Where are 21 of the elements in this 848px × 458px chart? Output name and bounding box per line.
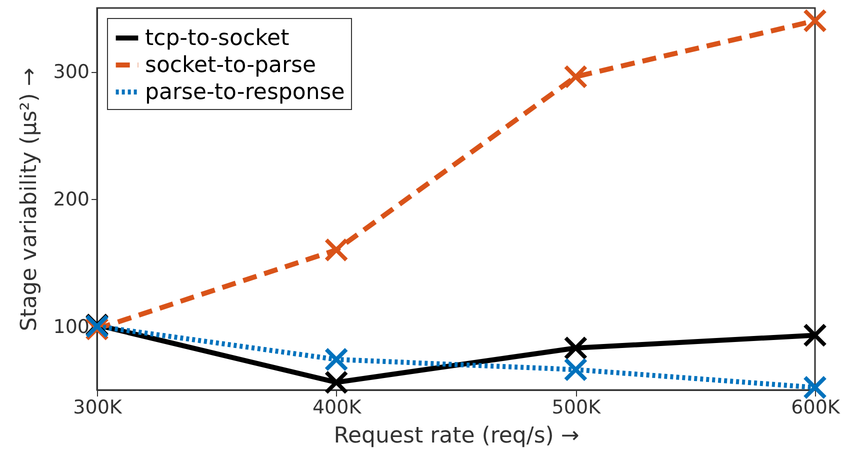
point: [564, 358, 588, 382]
point: [324, 347, 348, 372]
y-tick-label: 300: [53, 61, 90, 84]
y-tick-label: 200: [53, 188, 90, 210]
legend-label: socket-to-parse: [145, 53, 316, 78]
y-axis-title: Stage variability (μs²) →: [17, 68, 42, 332]
legend-label: parse-to-response: [145, 80, 345, 105]
y-tick-label: 100: [53, 316, 90, 338]
x-tick-label: 300K: [73, 396, 122, 418]
x-tick-label: 400K: [312, 396, 362, 418]
point: [803, 8, 827, 33]
x-tick-label: 600K: [791, 396, 840, 418]
x-tick-label: 500K: [552, 396, 602, 418]
point: [803, 323, 827, 348]
point: [324, 238, 348, 262]
legend-label: tcp-to-socket: [145, 26, 290, 51]
x-axis-title: Request rate (req/s) →: [334, 424, 580, 448]
point: [564, 336, 588, 360]
point: [324, 370, 348, 394]
point: [564, 64, 588, 89]
point: [803, 375, 827, 400]
